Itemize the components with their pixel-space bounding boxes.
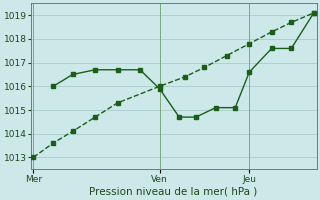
X-axis label: Pression niveau de la mer( hPa ): Pression niveau de la mer( hPa ) xyxy=(90,187,258,197)
